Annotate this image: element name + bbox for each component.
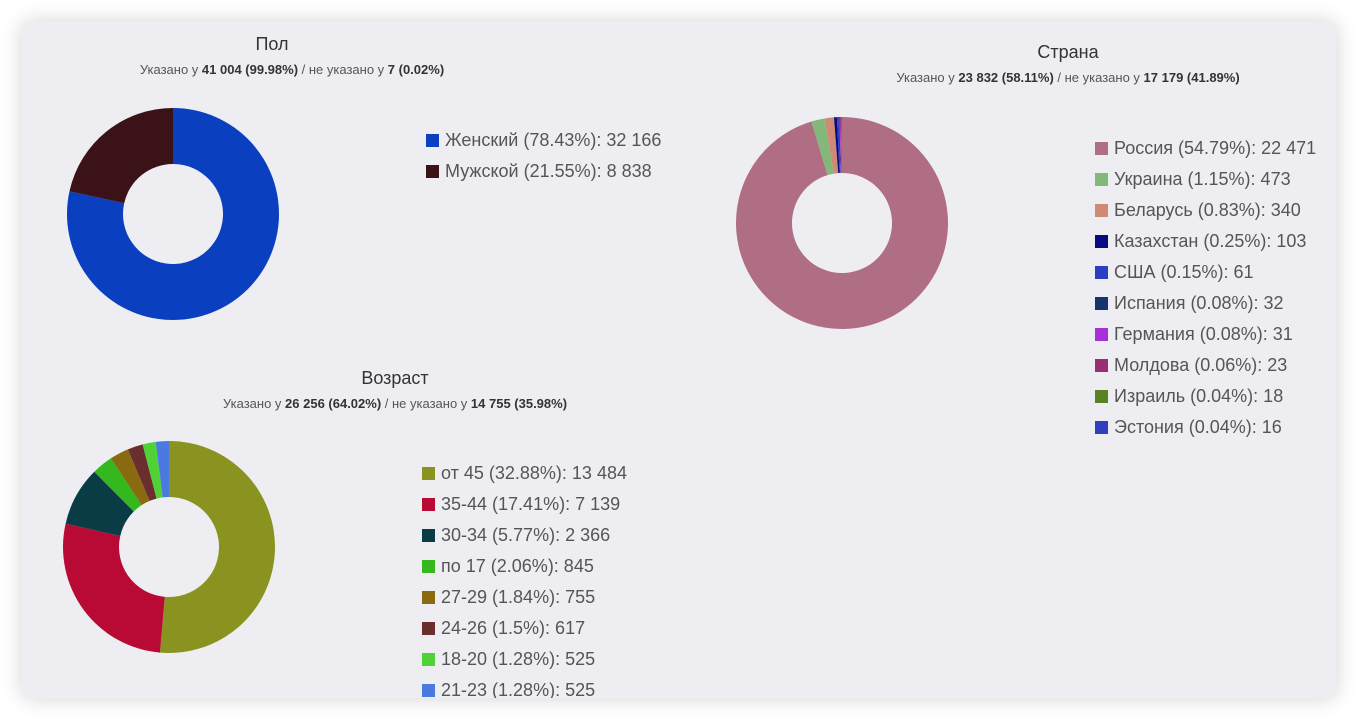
age-donut-chart	[62, 441, 275, 653]
age-legend-item: 18-20 (1.28%): 525	[422, 644, 627, 675]
country-legend-label: Испания (0.08%): 32	[1114, 293, 1284, 313]
age-legend-item: 30-34 (5.77%): 2 366	[422, 520, 627, 551]
country-legend-item: США (0.15%): 61	[1095, 257, 1316, 288]
age-slice-3	[94, 458, 142, 512]
age-legend: от 45 (32.88%): 13 484 35-44 (17.41%): 7 …	[422, 458, 627, 698]
country-legend-item: Россия (54.79%): 22 471	[1095, 133, 1316, 164]
age-legend-item: 35-44 (17.41%): 7 139	[422, 489, 627, 520]
age-legend-swatch	[422, 560, 435, 573]
age-legend-label: 35-44 (17.41%): 7 139	[441, 494, 621, 514]
country-chart-title: Страна	[1037, 42, 1099, 62]
gender-legend: Женский (78.43%): 32 166 Мужской (21.55%)…	[426, 125, 661, 187]
age-legend-swatch	[422, 622, 435, 635]
age-legend-item: от 45 (32.88%): 13 484	[422, 458, 627, 489]
age-legend-label: 24-26 (1.5%): 617	[441, 618, 586, 638]
age-legend-swatch	[422, 467, 435, 480]
gender-donut-chart	[67, 108, 280, 320]
country-legend-label: Молдова (0.06%): 23	[1114, 355, 1288, 375]
country-slice-8	[841, 117, 842, 174]
country-legend-swatch	[1095, 328, 1108, 341]
country-legend-label: Эстония (0.04%): 16	[1114, 417, 1282, 437]
country-legend-swatch	[1095, 421, 1108, 434]
country-slice-1	[811, 118, 834, 176]
country-slice-3	[833, 117, 840, 174]
country-legend-swatch	[1095, 297, 1108, 310]
gender-legend-item: Мужской (21.55%): 8 838	[426, 156, 661, 187]
age-legend-swatch	[422, 529, 435, 542]
age-legend-item: 24-26 (1.5%): 617	[422, 613, 627, 644]
country-legend-item: Германия (0.08%): 31	[1095, 319, 1316, 350]
age-legend-label: по 17 (2.06%): 845	[441, 556, 594, 576]
country-slice-7	[840, 117, 842, 174]
age-chart-subtitle: Указано у 26 256 (64.02%) / не указано у…	[222, 396, 568, 411]
age-slice-0	[159, 441, 275, 653]
country-legend-swatch	[1095, 266, 1108, 279]
age-legend-label: 30-34 (5.77%): 2 366	[441, 525, 611, 545]
country-legend-swatch	[1095, 173, 1108, 186]
country-slice-2	[824, 117, 839, 174]
country-legend-item: Казахстан (0.25%): 103	[1095, 226, 1316, 257]
age-legend-label: 21-23 (1.28%): 525	[441, 680, 596, 698]
gender-legend-label: Женский (78.43%): 32 166	[445, 130, 662, 150]
country-legend-item: Израиль (0.04%): 18	[1095, 381, 1316, 412]
country-legend-label: Украина (1.15%): 473	[1114, 169, 1291, 189]
country-slice-5	[838, 117, 841, 174]
age-slice-4	[110, 449, 150, 506]
country-slice-0	[736, 117, 948, 329]
age-legend-item: 27-29 (1.84%): 755	[422, 582, 627, 613]
country-legend-label: Германия (0.08%): 31	[1114, 324, 1293, 344]
gender-slice-0	[67, 108, 280, 320]
age-legend-swatch	[422, 653, 435, 666]
gender-legend-swatch	[426, 165, 439, 178]
age-slice-6	[142, 441, 163, 499]
country-legend-item: Украина (1.15%): 473	[1095, 164, 1316, 195]
gender-legend-label: Мужской (21.55%): 8 838	[445, 161, 652, 181]
country-legend-label: США (0.15%): 61	[1114, 262, 1254, 282]
country-legend-swatch	[1095, 359, 1108, 372]
country-legend-item: Молдова (0.06%): 23	[1095, 350, 1316, 381]
country-legend-item: Испания (0.08%): 32	[1095, 288, 1316, 319]
age-legend-label: 18-20 (1.28%): 525	[441, 649, 596, 669]
age-chart-title: Возраст	[361, 368, 429, 388]
country-slice-6	[839, 117, 842, 174]
gender-chart-subtitle: Указано у 41 004 (99.98%) / не указано у…	[139, 62, 445, 77]
statistics-card: Пол Указано у 41 004 (99.98%) / не указа…	[22, 22, 1336, 698]
country-legend-item: Беларусь (0.83%): 340	[1095, 195, 1316, 226]
country-donut-chart	[736, 117, 948, 329]
gender-legend-swatch	[426, 134, 439, 147]
country-legend: Россия (54.79%): 22 471 Украина (1.15%): …	[1095, 133, 1316, 443]
age-slice-7	[155, 441, 169, 498]
country-legend-label: Казахстан (0.25%): 103	[1114, 231, 1307, 251]
age-legend-swatch	[422, 591, 435, 604]
age-legend-label: 27-29 (1.84%): 755	[441, 587, 596, 607]
age-legend-item: по 17 (2.06%): 845	[422, 551, 627, 582]
gender-legend-item: Женский (78.43%): 32 166	[426, 125, 661, 156]
country-legend-label: Израиль (0.04%): 18	[1114, 386, 1284, 406]
gender-chart-title: Пол	[255, 34, 289, 54]
age-slice-5	[127, 444, 157, 501]
country-chart-subtitle: Указано у 23 832 (58.11%) / не указано у…	[896, 70, 1240, 85]
gender-slice-1	[69, 108, 173, 204]
country-legend-swatch	[1095, 142, 1108, 155]
country-legend-label: Россия (54.79%): 22 471	[1114, 138, 1317, 158]
age-legend-label: от 45 (32.88%): 13 484	[441, 463, 627, 483]
country-legend-swatch	[1095, 204, 1108, 217]
age-legend-swatch	[422, 684, 435, 697]
country-legend-item: Эстония (0.04%): 16	[1095, 412, 1316, 443]
age-slice-2	[65, 471, 134, 536]
country-legend-label: Беларусь (0.83%): 340	[1114, 200, 1301, 220]
age-slice-1	[62, 523, 165, 653]
age-legend-swatch	[422, 498, 435, 511]
age-legend-item: 21-23 (1.28%): 525	[422, 675, 627, 698]
country-legend-swatch	[1095, 235, 1108, 248]
country-slice-4	[836, 117, 841, 174]
country-legend-swatch	[1095, 390, 1108, 403]
